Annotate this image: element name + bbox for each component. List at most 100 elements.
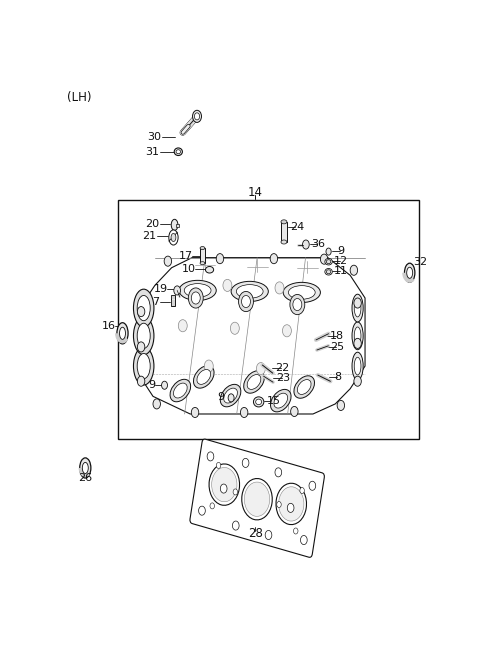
Text: 25: 25 <box>330 342 344 352</box>
Ellipse shape <box>407 267 413 278</box>
Text: 8: 8 <box>335 372 342 382</box>
Ellipse shape <box>224 388 238 403</box>
Ellipse shape <box>288 286 315 299</box>
Ellipse shape <box>210 503 215 509</box>
Text: 19: 19 <box>154 284 168 294</box>
Ellipse shape <box>174 148 182 155</box>
Circle shape <box>290 406 298 417</box>
Text: 17: 17 <box>179 251 193 261</box>
Wedge shape <box>79 468 90 477</box>
Ellipse shape <box>288 503 294 512</box>
Text: 10: 10 <box>181 264 195 274</box>
Circle shape <box>192 292 200 304</box>
Circle shape <box>204 360 213 372</box>
Circle shape <box>164 256 172 266</box>
Circle shape <box>228 394 234 402</box>
Bar <box>281 222 287 242</box>
Ellipse shape <box>242 479 272 520</box>
Ellipse shape <box>120 328 125 339</box>
Ellipse shape <box>352 322 363 350</box>
Circle shape <box>192 110 202 122</box>
Bar <box>176 225 179 227</box>
Ellipse shape <box>326 259 331 264</box>
Circle shape <box>174 286 180 295</box>
Ellipse shape <box>256 399 262 405</box>
Ellipse shape <box>276 483 307 525</box>
Ellipse shape <box>188 287 211 297</box>
Ellipse shape <box>236 285 263 298</box>
FancyBboxPatch shape <box>190 439 324 557</box>
Wedge shape <box>402 272 414 283</box>
Ellipse shape <box>171 219 178 231</box>
Ellipse shape <box>197 369 211 384</box>
Text: 26: 26 <box>78 473 92 483</box>
Ellipse shape <box>298 380 311 394</box>
Text: 28: 28 <box>248 527 263 540</box>
Ellipse shape <box>354 299 361 317</box>
Circle shape <box>188 288 203 308</box>
Ellipse shape <box>265 531 272 540</box>
Circle shape <box>270 253 277 264</box>
Circle shape <box>239 291 253 312</box>
Circle shape <box>354 298 361 308</box>
Text: 36: 36 <box>312 238 325 248</box>
Ellipse shape <box>325 259 332 265</box>
Ellipse shape <box>354 327 361 345</box>
Text: 22: 22 <box>276 363 289 373</box>
Ellipse shape <box>173 383 187 398</box>
Circle shape <box>282 325 291 337</box>
Ellipse shape <box>170 379 191 402</box>
Circle shape <box>223 279 232 291</box>
Text: (LH): (LH) <box>67 91 91 104</box>
Text: 31: 31 <box>145 147 159 157</box>
Bar <box>118 200 419 440</box>
Ellipse shape <box>232 521 239 530</box>
Text: 16: 16 <box>102 321 116 331</box>
Ellipse shape <box>117 323 128 344</box>
Ellipse shape <box>281 240 287 244</box>
Ellipse shape <box>352 294 363 322</box>
Ellipse shape <box>179 280 216 301</box>
Ellipse shape <box>137 295 150 321</box>
Ellipse shape <box>137 295 148 316</box>
Ellipse shape <box>271 390 291 412</box>
Ellipse shape <box>294 376 314 398</box>
Circle shape <box>137 307 145 316</box>
Ellipse shape <box>300 487 304 494</box>
Circle shape <box>293 299 302 310</box>
Text: 12: 12 <box>334 256 348 266</box>
Circle shape <box>354 339 361 348</box>
Ellipse shape <box>242 458 249 468</box>
Circle shape <box>256 363 265 375</box>
Circle shape <box>137 342 145 352</box>
Ellipse shape <box>200 262 205 265</box>
Ellipse shape <box>216 462 221 468</box>
Text: 9: 9 <box>337 246 345 256</box>
Ellipse shape <box>354 357 361 375</box>
Ellipse shape <box>80 458 91 478</box>
Circle shape <box>321 254 328 264</box>
Text: 9: 9 <box>149 380 156 390</box>
Text: 32: 32 <box>413 257 428 267</box>
Circle shape <box>230 322 240 334</box>
Text: 24: 24 <box>290 222 304 232</box>
Ellipse shape <box>133 347 154 385</box>
Ellipse shape <box>292 289 315 299</box>
Circle shape <box>290 295 305 314</box>
Ellipse shape <box>207 452 214 461</box>
Ellipse shape <box>277 502 281 508</box>
Circle shape <box>337 400 345 411</box>
Ellipse shape <box>200 246 205 250</box>
Circle shape <box>137 376 145 386</box>
Ellipse shape <box>220 384 241 407</box>
Text: 30: 30 <box>147 132 161 142</box>
Bar <box>200 248 205 263</box>
Wedge shape <box>115 333 128 343</box>
Ellipse shape <box>137 323 150 348</box>
Text: 18: 18 <box>330 331 344 341</box>
Circle shape <box>241 295 251 308</box>
Text: 20: 20 <box>145 219 159 229</box>
Text: 7: 7 <box>153 297 159 307</box>
Circle shape <box>354 376 361 386</box>
Ellipse shape <box>274 393 288 408</box>
